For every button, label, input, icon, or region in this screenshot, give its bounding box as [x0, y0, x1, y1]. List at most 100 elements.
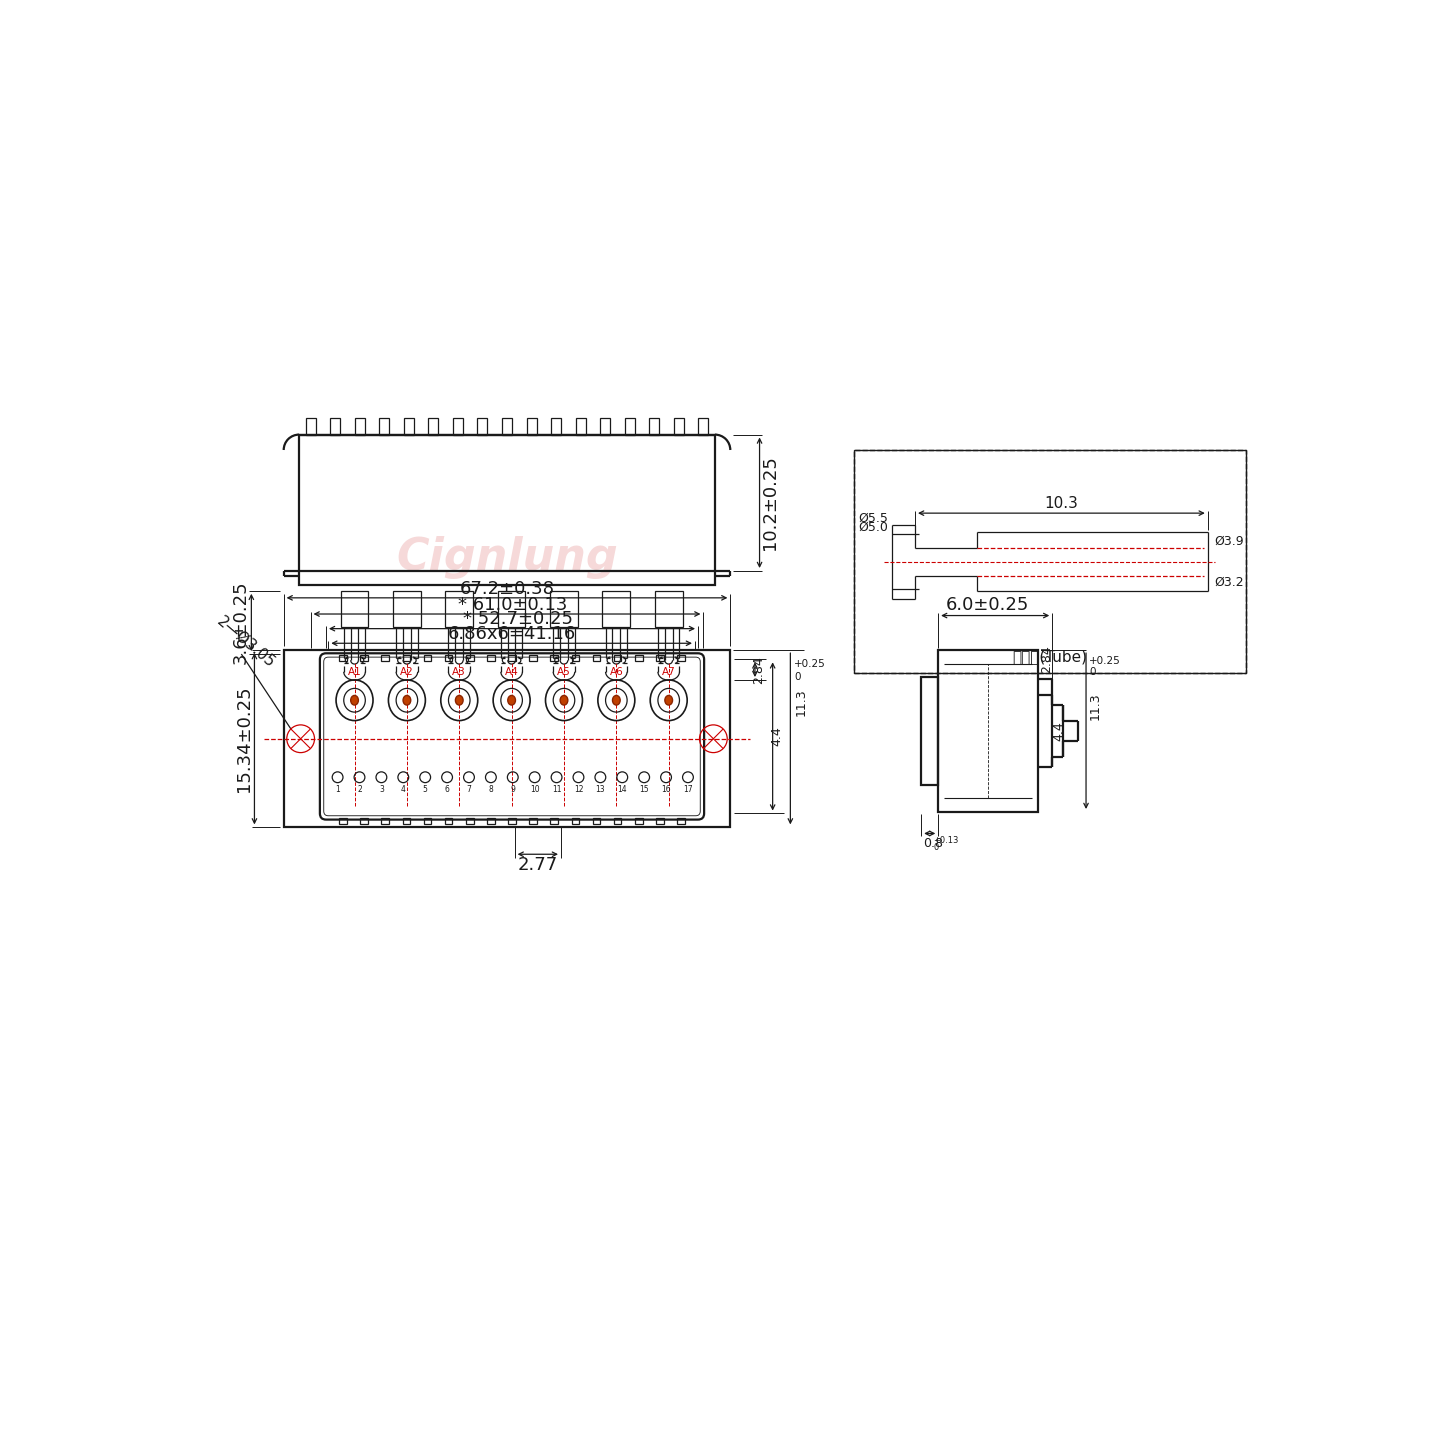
Bar	[922, 677, 939, 785]
Bar	[602, 590, 631, 626]
Text: Ø5.0: Ø5.0	[858, 521, 888, 534]
Bar	[530, 655, 537, 661]
Text: 4.4: 4.4	[770, 727, 783, 746]
Text: A7: A7	[662, 667, 675, 677]
Bar	[854, 449, 1246, 674]
Text: 67.2±0.38: 67.2±0.38	[459, 579, 554, 598]
Text: 11.3: 11.3	[795, 688, 808, 716]
Bar	[423, 818, 432, 824]
Bar	[340, 818, 347, 824]
Text: Ø3.9: Ø3.9	[1214, 534, 1244, 547]
Text: 16: 16	[661, 785, 671, 793]
Text: 6.0±0.25: 6.0±0.25	[946, 596, 1030, 613]
Bar	[341, 590, 369, 626]
Ellipse shape	[455, 696, 464, 706]
Text: +0.25: +0.25	[1089, 657, 1120, 667]
Bar	[445, 655, 452, 661]
Text: 2: 2	[357, 785, 361, 793]
Bar	[360, 818, 369, 824]
Bar	[423, 655, 432, 661]
Text: 0: 0	[933, 844, 939, 852]
Bar	[572, 655, 579, 661]
Text: +0.25: +0.25	[795, 660, 827, 670]
Bar	[625, 418, 635, 435]
Text: * 52.7±0.25: * 52.7±0.25	[464, 611, 573, 628]
Bar	[508, 818, 516, 824]
Bar	[655, 590, 683, 626]
Text: 2.77: 2.77	[517, 855, 557, 874]
Text: 0: 0	[795, 671, 801, 681]
Bar	[454, 418, 462, 435]
Text: 14: 14	[618, 785, 626, 793]
Text: 11: 11	[552, 785, 562, 793]
Bar	[576, 418, 586, 435]
Text: +0.13: +0.13	[933, 835, 959, 845]
Bar	[498, 590, 526, 626]
Text: 4.4: 4.4	[1053, 721, 1066, 742]
Bar	[657, 818, 664, 824]
Bar	[677, 818, 685, 824]
Text: A4: A4	[505, 667, 518, 677]
Bar	[467, 818, 474, 824]
Text: A3: A3	[452, 667, 467, 677]
Text: 屏蔽管(Tube): 屏蔽管(Tube)	[1012, 649, 1087, 664]
Bar	[503, 418, 513, 435]
Bar	[552, 418, 562, 435]
Text: Ø3.2: Ø3.2	[1214, 576, 1244, 589]
Bar	[572, 818, 579, 824]
Bar	[300, 435, 714, 585]
Text: 6.86x6=41.16: 6.86x6=41.16	[448, 625, 576, 644]
Text: 10: 10	[530, 785, 540, 793]
Ellipse shape	[508, 696, 516, 706]
Bar	[340, 655, 347, 661]
Bar	[428, 418, 438, 435]
Bar	[635, 655, 642, 661]
Text: 10.3: 10.3	[1044, 497, 1079, 511]
Bar	[508, 655, 516, 661]
Text: 0.8: 0.8	[923, 837, 943, 850]
Text: 10.2±0.25: 10.2±0.25	[762, 455, 779, 550]
Bar	[613, 655, 622, 661]
Bar	[445, 818, 452, 824]
Ellipse shape	[612, 696, 621, 706]
Bar	[698, 418, 708, 435]
Bar	[527, 418, 537, 435]
Bar	[550, 818, 559, 824]
Text: 0: 0	[1089, 667, 1096, 677]
Bar	[445, 590, 474, 626]
Text: 11.3: 11.3	[1089, 693, 1102, 720]
Text: 3: 3	[379, 785, 384, 793]
Bar	[403, 655, 410, 661]
Text: 12: 12	[573, 785, 583, 793]
Text: 2—Ø3.05: 2—Ø3.05	[215, 613, 278, 671]
Bar	[403, 418, 413, 435]
Bar	[674, 418, 684, 435]
Bar	[487, 655, 495, 661]
Ellipse shape	[665, 696, 672, 706]
Bar	[403, 818, 410, 824]
Text: 2.84: 2.84	[1041, 645, 1054, 674]
Text: A2: A2	[400, 667, 413, 677]
Text: A6: A6	[609, 667, 624, 677]
Bar	[677, 655, 685, 661]
Text: 3.6±0.25: 3.6±0.25	[232, 580, 249, 664]
Bar	[593, 655, 600, 661]
Text: 9: 9	[510, 785, 516, 793]
Text: 15: 15	[639, 785, 649, 793]
Bar	[487, 818, 495, 824]
Bar	[600, 418, 611, 435]
Bar	[393, 590, 420, 626]
Text: 15.34±0.25: 15.34±0.25	[235, 685, 252, 792]
Bar	[613, 818, 622, 824]
Bar	[530, 818, 537, 824]
Text: 2.84: 2.84	[752, 655, 765, 684]
Bar	[354, 418, 364, 435]
Bar	[550, 655, 559, 661]
Bar	[284, 651, 730, 828]
Ellipse shape	[560, 696, 567, 706]
Bar	[360, 655, 369, 661]
Bar	[939, 651, 1038, 812]
Bar	[382, 818, 389, 824]
Bar	[649, 418, 660, 435]
Text: 4: 4	[400, 785, 406, 793]
